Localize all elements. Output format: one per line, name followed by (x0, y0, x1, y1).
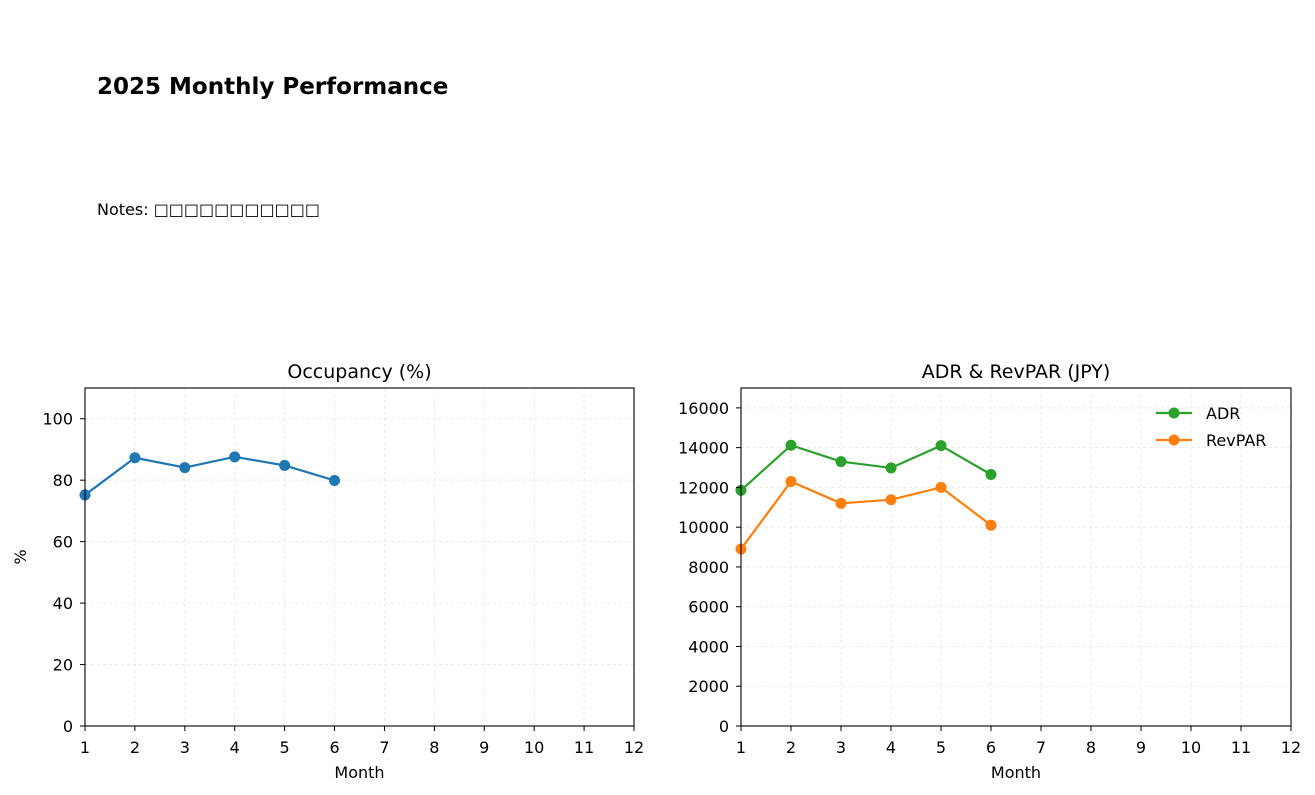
data-point (985, 519, 997, 531)
y-tick-label: 6000 (688, 598, 729, 617)
y-tick-label: 80 (53, 471, 73, 490)
chart-title: Occupancy (%) (287, 361, 431, 383)
x-axis-label: Month (334, 763, 384, 782)
x-tick-label: 3 (180, 738, 190, 757)
data-point (785, 439, 797, 451)
x-tick-label: 7 (379, 738, 389, 757)
data-point (329, 474, 341, 486)
x-axis-label: Month (991, 763, 1041, 782)
y-axis-label: % (11, 549, 30, 564)
x-tick-label: 4 (230, 738, 240, 757)
data-point (179, 462, 191, 474)
y-tick-label: 20 (53, 656, 73, 675)
page-title: 2025 Monthly Performance (97, 74, 449, 100)
x-tick-label: 8 (429, 738, 439, 757)
data-point (229, 451, 241, 463)
x-tick-label: 11 (1231, 738, 1251, 757)
y-tick-label: 16000 (678, 399, 729, 418)
x-tick-label: 6 (986, 738, 996, 757)
series-line-occupancy (84, 455, 335, 496)
legend-label: RevPAR (1206, 431, 1266, 450)
series-line-adr (740, 444, 992, 492)
plot-frame (740, 387, 1292, 727)
data-point (985, 468, 997, 480)
x-tick-label: 9 (479, 738, 489, 757)
data-point (885, 462, 897, 474)
y-tick-label: 4000 (688, 637, 729, 656)
data-point (835, 497, 847, 509)
x-tick-label: 9 (1136, 738, 1146, 757)
series-line-revpar (740, 480, 992, 550)
x-tick-label: 3 (836, 738, 846, 757)
data-point (935, 481, 947, 493)
y-tick-label: 0 (63, 717, 73, 736)
x-tick-label: 5 (280, 738, 290, 757)
y-tick-label: 14000 (678, 439, 729, 458)
chart-title: ADR & RevPAR (JPY) (922, 361, 1111, 383)
x-tick-label: 12 (1281, 738, 1301, 757)
x-tick-label: 5 (936, 738, 946, 757)
data-point (129, 452, 141, 464)
x-tick-label: 8 (1086, 738, 1096, 757)
x-tick-label: 2 (130, 738, 140, 757)
plot-frame (84, 387, 635, 727)
legend-marker (1168, 407, 1180, 419)
x-tick-label: 2 (786, 738, 796, 757)
x-tick-label: 1 (736, 738, 746, 757)
notes-text: Notes: □□□□□□□□□□□ (97, 200, 320, 219)
y-tick-label: 2000 (688, 677, 729, 696)
y-tick-label: 12000 (678, 478, 729, 497)
y-tick-label: 40 (53, 594, 73, 613)
data-point (835, 456, 847, 468)
x-tick-label: 10 (524, 738, 544, 757)
data-point (279, 459, 291, 471)
data-point (885, 494, 897, 506)
x-tick-label: 10 (1181, 738, 1201, 757)
y-tick-label: 8000 (688, 558, 729, 577)
legend: ADR RevPAR (1156, 404, 1266, 450)
x-tick-label: 7 (1036, 738, 1046, 757)
x-tick-label: 1 (80, 738, 90, 757)
y-tick-label: 60 (53, 533, 73, 552)
y-tick-label: 0 (719, 717, 729, 736)
x-tick-label: 4 (886, 738, 896, 757)
legend-label: ADR (1206, 404, 1240, 423)
x-tick-label: 6 (329, 738, 339, 757)
data-point (935, 440, 947, 452)
data-point (785, 475, 797, 487)
chart-2: 1 2 3 4 5 6 7 8 9 10 11 120200040006000800010000120… (678, 361, 1301, 782)
y-tick-label: 100 (42, 410, 73, 429)
x-tick-label: 11 (574, 738, 594, 757)
legend-marker (1168, 434, 1180, 446)
x-tick-label: 12 (624, 738, 644, 757)
y-tick-label: 10000 (678, 518, 729, 537)
